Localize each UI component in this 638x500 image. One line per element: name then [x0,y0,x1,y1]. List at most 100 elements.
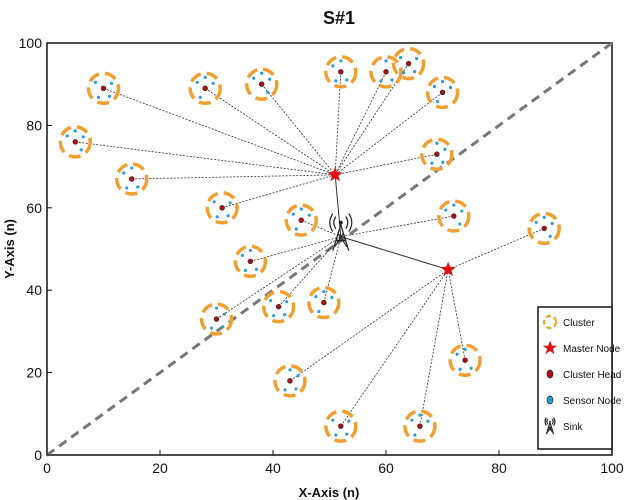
sensor-node [331,64,335,68]
cluster-head [100,85,107,92]
sensor-node [345,78,349,82]
sensor-node [550,221,554,225]
cluster [420,137,454,171]
cluster-head [321,299,327,306]
legend-item: Sink [544,417,583,435]
legend: Cluster Master Node Cluster Head Sensor Nod… [537,306,622,450]
legend-label: Cluster Head [563,370,621,381]
sensor-node [240,253,244,257]
cluster [58,125,92,159]
cluster-head [247,258,254,265]
cluster-ring [199,302,234,336]
sensor-node [248,248,252,252]
sensor-node [435,141,439,145]
cluster-ring [86,71,121,106]
cluster [527,211,561,246]
sensor-node [441,160,445,164]
sensor-node [469,366,473,370]
cluster [261,289,296,324]
sensor-node [432,84,437,89]
cluster-head [275,303,282,310]
sensor-node [448,85,453,90]
sensor-node [458,222,462,226]
sensor-node [294,227,298,231]
cluster-head [383,69,389,75]
cluster-head [219,205,225,211]
sensor-node [81,135,85,139]
cluster [403,409,437,443]
cluster-ring [527,211,561,246]
sensor-node [96,95,101,99]
sensor-node [413,433,417,437]
x-tick-label: 0 [43,460,51,476]
sensor-node [330,295,334,300]
cluster-head-icon [546,369,554,379]
master-sink-link [340,236,449,271]
cluster-ring [403,409,437,443]
cluster-ring [261,289,296,324]
cluster-head [439,89,446,96]
x-tick-label: 80 [491,460,507,476]
cluster [233,244,268,279]
cluster-head [129,176,135,182]
sensor-node [339,59,343,63]
x-tick-label: 40 [265,460,281,476]
cluster-head [298,217,304,223]
sensor-node [211,81,215,85]
legend-item: Cluster [542,314,595,330]
sensor-node [243,268,247,272]
sensor-node [109,81,114,85]
sensor-node [299,207,303,211]
cluster-link [340,215,454,238]
sensor-node [322,289,326,294]
cluster-head [213,316,220,322]
cluster [188,71,222,106]
y-axis-label: Y-Axis (n) [2,219,17,279]
sink-signal-waves [544,417,556,426]
cluster-head [338,423,344,429]
sensor-node [209,326,214,330]
sensor-node [314,294,318,299]
sensor-node [452,203,456,207]
sensor-node [136,185,140,189]
cluster-link [301,219,341,238]
cluster [307,285,341,320]
sensor-node [198,95,202,99]
cluster-head [202,85,208,92]
cluster-ring [437,199,471,233]
sensor-node [384,59,388,63]
sensor-node-icon [546,395,554,405]
sensor-node [228,201,232,205]
cluster-link [131,174,336,180]
sensor-node [288,368,292,372]
sensor-node [440,79,445,84]
sensor-node [291,212,295,216]
sensor-node [220,325,225,329]
master-node [327,166,343,182]
cluster-link [216,236,342,320]
sensor-node [130,166,134,170]
cluster-ring [115,162,149,196]
sensor-node [215,215,219,219]
legend-label: Cluster [563,318,595,329]
cluster-ring [369,55,403,89]
cluster-ring [425,75,460,110]
cluster-ring [58,125,92,159]
legend-item: Sensor Node [546,395,622,407]
sink-tower-antenna [549,420,551,423]
cluster-ring [420,137,454,171]
sensor-node [415,57,419,61]
cluster-ring [324,409,358,443]
cluster-ring-icon [542,314,558,330]
sensor-node [212,200,216,204]
cluster-ring [391,46,426,81]
sensor-node [548,234,552,238]
sensor-node [107,94,112,98]
cluster-head [405,60,412,67]
cluster-ring [324,55,358,89]
sensor-node [125,186,129,190]
sink-layer [329,213,353,251]
sink-signal-waves [329,213,353,232]
cluster [425,75,460,110]
